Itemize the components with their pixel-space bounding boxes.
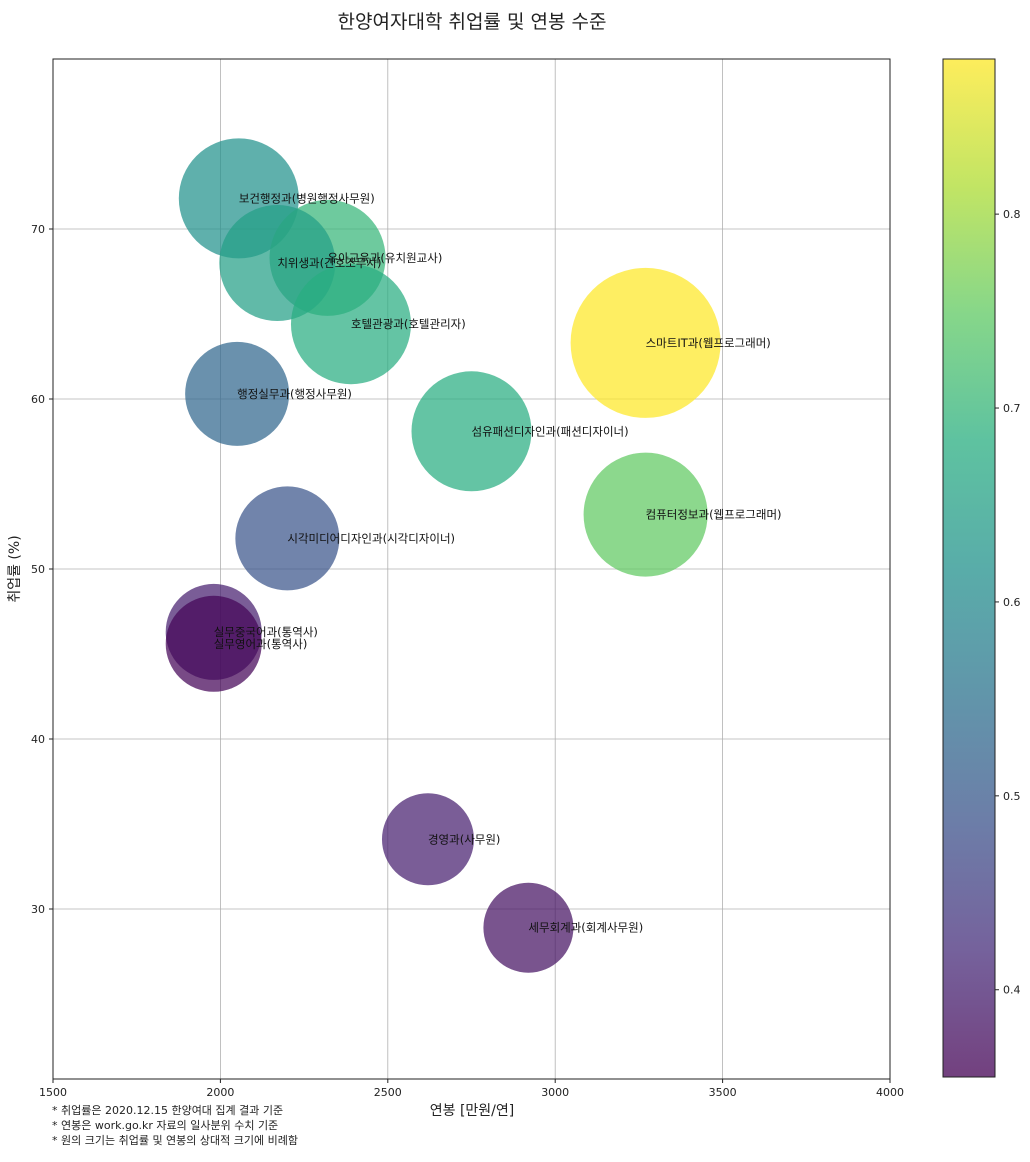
y-tick-label: 50	[31, 563, 45, 576]
bubble	[235, 486, 340, 591]
bubble-label: 유아교육과(유치원교사)	[328, 251, 443, 265]
footnotes: * 취업률은 2020.12.15 한양여대 집계 결과 기준 * 연봉은 wo…	[52, 1103, 298, 1148]
bubble-labels: 보건행정과(병원행정사무원) 유아교육과(유치원교사)치위생과(간호조무사) 호텔관…	[214, 191, 782, 934]
chart-title: 한양여자대학 취업률 및 연봉 수준	[338, 11, 607, 33]
x-tick-label: 3500	[709, 1086, 737, 1099]
bubble-label: 컴퓨터정보과(웹프로그래머)	[646, 508, 782, 522]
x-tick-label: 4000	[876, 1086, 904, 1099]
bubble-label: 호텔관광과(호텔관리자)	[351, 317, 466, 331]
bubble-label: 스마트IT과(웹프로그래머)	[646, 336, 771, 350]
colorbar-frame	[942, 58, 996, 1078]
bubble-label: 시각미디어디자인과(시각디자이너)	[287, 531, 455, 545]
colorbar-tick-label: 0.5	[1003, 790, 1021, 803]
y-axis-ticks: 30 40 50 60 70	[31, 223, 53, 916]
colorbar-ticks: 0.4 0.5 0.6 0.7 0.8	[995, 208, 1021, 997]
bubbles	[165, 138, 721, 973]
colorbar-tick-label: 0.4	[1003, 984, 1021, 997]
bubble-label: 실무영어과(통역사)	[214, 637, 308, 651]
bubble	[411, 371, 532, 492]
x-tick-label: 2500	[374, 1086, 402, 1099]
bubble-label: 치위생과(간호조무사)	[277, 256, 381, 270]
x-tick-label: 1500	[39, 1086, 67, 1099]
grid-lines	[53, 59, 890, 1079]
footnote-bubble-size: * 원의 크기는 취업률 및 연봉의 상대적 크기에 비례함	[52, 1134, 298, 1147]
bubble	[483, 882, 574, 973]
bubble	[381, 793, 474, 886]
footnote-employment: * 취업률은 2020.12.15 한양여대 집계 결과 기준	[52, 1104, 284, 1117]
colorbar-gradient	[943, 59, 995, 1077]
bubble	[570, 267, 721, 418]
colorbar: 0.4 0.5 0.6 0.7 0.8	[942, 58, 1021, 1078]
bubble	[185, 341, 290, 446]
x-axis-ticks: 1500 2000 2500 3000 3500 4000	[39, 1079, 904, 1099]
colorbar-tick-label: 0.8	[1003, 208, 1021, 221]
colorbar-tick-label: 0.7	[1003, 402, 1021, 415]
y-tick-label: 60	[31, 393, 45, 406]
x-axis-label: 연봉 [만원/연]	[430, 1103, 515, 1119]
bubble	[165, 595, 262, 692]
bubble	[290, 264, 411, 385]
bubble-label: 행정실무과(행정사무원)	[237, 387, 352, 401]
y-tick-label: 30	[31, 903, 45, 916]
y-axis-label: 취업률 (%)	[7, 535, 23, 602]
bubble-label: 섬유패션디자인과(패션디자이너)	[472, 424, 629, 438]
bubble-label: 보건행정과(병원행정사무원)	[239, 191, 375, 205]
x-tick-label: 3000	[541, 1086, 569, 1099]
bubble	[583, 452, 708, 577]
bubble-label: 경영과(사무원)	[428, 832, 500, 846]
footnote-salary: * 연봉은 work.go.kr 자료의 일사분위 수치 기준	[52, 1119, 279, 1132]
y-tick-label: 40	[31, 733, 45, 746]
x-tick-label: 2000	[206, 1086, 234, 1099]
bubble-label: 세무회계과(회계사무원)	[528, 921, 643, 935]
bubble-label: 실무중국어과(통역사)	[214, 625, 318, 639]
y-tick-label: 70	[31, 223, 45, 236]
colorbar-tick-label: 0.6	[1003, 596, 1021, 609]
